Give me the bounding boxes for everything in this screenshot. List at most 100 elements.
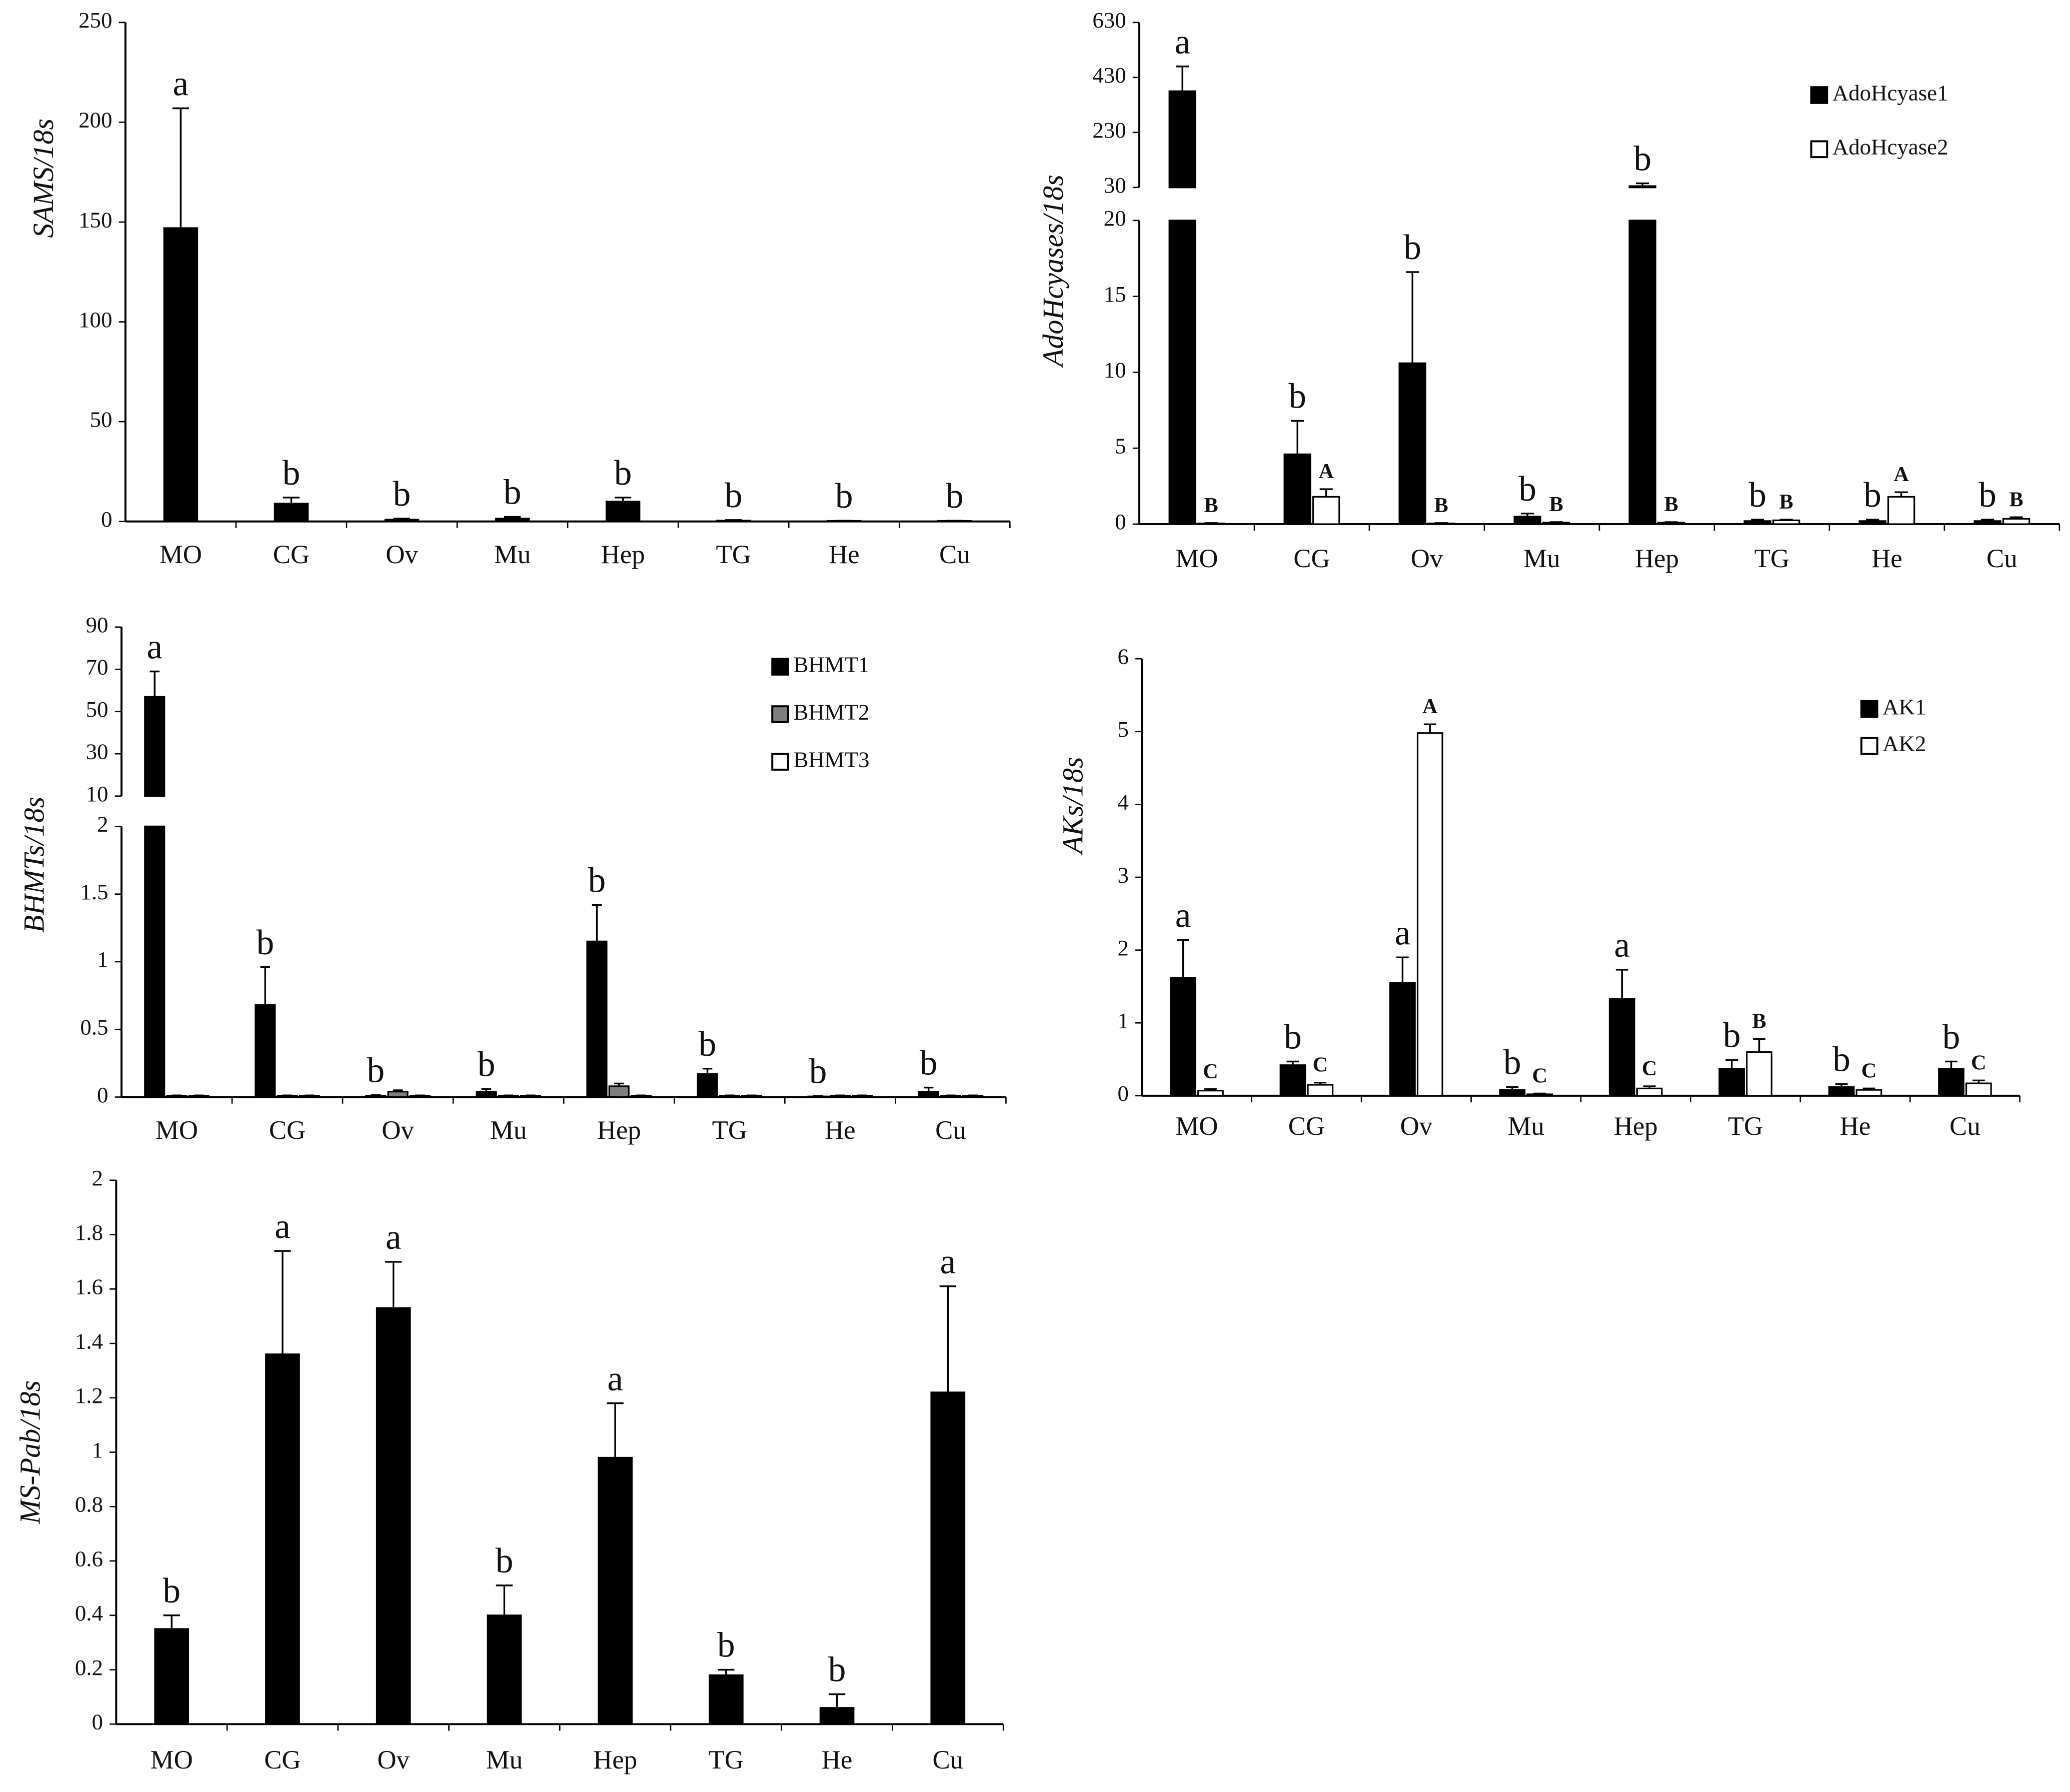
x-tick-label: Cu [932,1745,963,1774]
significance-letter: b [504,473,522,512]
error-bar [172,107,189,228]
significance-letter: a [1174,22,1190,62]
x-tick-label: He [1840,1112,1871,1141]
error-bar [857,1094,867,1096]
error-bar [607,1402,624,1458]
significance-letter: b [614,453,632,493]
y-tick-label: 70 [86,655,109,680]
x-tick-label: TG [716,540,751,569]
bar [1636,1087,1663,1097]
significance-letter: a [1614,925,1630,965]
error-bar [526,1094,536,1096]
significance-letter: C [1971,1051,1986,1074]
significance-letter: b [1288,377,1306,416]
bar [697,1073,718,1098]
x-tick-label: CG [264,1745,301,1774]
y-tick-label: 1.8 [75,1220,103,1245]
error-bar [725,519,742,521]
y-tick-label: 1.4 [75,1328,103,1353]
x-tick-label: He [829,540,860,569]
x-tick-label: Cu [1949,1112,1980,1141]
error-bar [1521,512,1534,517]
x-tick-label: CG [273,540,310,569]
x-tick-label: MO [1175,544,1218,573]
significance-letter: b [478,1044,496,1084]
chart-panel: 0 5 10 15 20 30 230 430 630 AdoHcyases/18s MO a B CG b… [1037,8,2060,573]
error-bar [194,1094,204,1096]
bar [708,1674,744,1725]
significance-letter: A [1893,463,1909,486]
bar [918,1091,939,1098]
bar [605,501,641,523]
chart-panel: 050100150200250SAMS/18sMOaCGbOvbMubHepbT… [27,8,1011,569]
bar [1499,1089,1526,1097]
chart-panel: 0 0.2 0.4 0.6 0.8 1 1.2 1.4 1.6 1.8 2 MS-Pab/18s MO b… [14,1165,1004,1774]
legend-label: BHMT3 [793,747,869,772]
bar [365,1095,387,1098]
error-bar [481,1088,492,1092]
x-tick-label: Ov [386,540,418,569]
error-bar [1945,1060,1957,1069]
significance-letter: b [283,453,301,493]
x-tick-label: He [822,1745,853,1774]
error-bar [1643,1085,1656,1089]
y-tick-label: 50 [86,697,109,722]
bar [1746,1051,1772,1097]
error-bar [1862,1087,1875,1090]
y-tick-label: 0.2 [75,1655,103,1680]
legend-swatch [771,753,789,771]
x-tick-label: Mu [1523,544,1560,573]
legend-label: AdoHcyase2 [1832,135,1948,160]
significance-letter: B [1549,493,1563,516]
bar [1513,516,1541,525]
legend-label: BHMT2 [793,699,869,724]
significance-letter: b [1518,469,1536,509]
error-bar [702,1067,713,1074]
y-tick-label: 6 [1117,644,1128,669]
error-bar [828,1693,846,1708]
significance-letter: C [1861,1059,1877,1082]
x-tick-label: TG [1754,544,1789,573]
significance-letter: a [275,1206,291,1246]
bar [376,1307,411,1725]
error-bar [835,1094,845,1096]
error-bar [1176,66,1189,92]
x-tick-label: TG [709,1745,744,1774]
error-bar [393,517,411,520]
y-tick-label: 1 [92,1437,103,1462]
bar [1973,520,2001,525]
bar [1307,1084,1334,1097]
error-bar [150,670,160,697]
bar [1855,1089,1882,1097]
significance-letter: a [1175,895,1191,935]
error-bar [1615,969,1628,999]
bar [1526,1093,1553,1097]
significance-letter: b [828,1650,846,1689]
bar [1389,982,1416,1097]
legend-swatch [771,705,789,723]
error-bar [393,1089,403,1092]
x-tick-label: Cu [935,1116,966,1145]
significance-letter: C [1203,1060,1218,1083]
x-tick-label: MO [151,1745,193,1774]
error-bar [1779,519,1793,521]
bar [1416,732,1443,1097]
bar [274,503,309,523]
x-tick-label: Hep [597,1116,641,1145]
error-bar [496,1584,513,1615]
bar [586,940,608,1098]
bar [1279,1064,1306,1097]
x-tick-label: CG [1293,544,1330,573]
bar [1608,998,1635,1097]
y-axis-title: AdoHcyases/18s [1037,175,1069,369]
y-tick-label: 100 [79,307,112,332]
bar [1858,520,1886,525]
y-tick-label: 30 [1104,173,1126,198]
bar [930,1391,966,1725]
error-bar [274,1250,291,1354]
y-tick-label: 2 [92,1165,103,1190]
error-bar [1981,519,1994,521]
significance-letter: A [1422,695,1438,718]
error-bar [283,497,300,504]
